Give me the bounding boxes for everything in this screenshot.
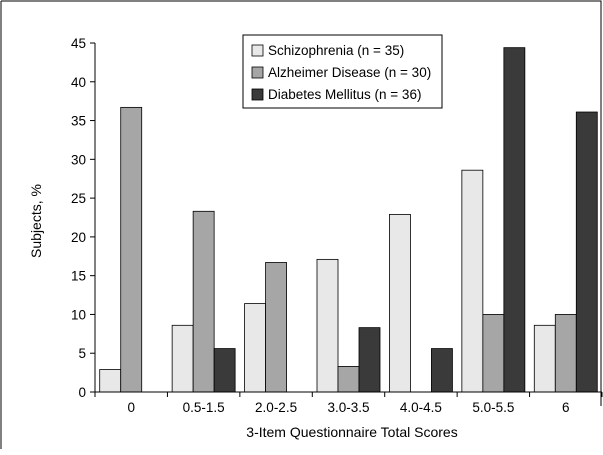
- bar-alzheimer-3: [337, 366, 360, 393]
- x-axis: 0 0.5-1.5 2.0-2.5 3.0-3.5 4.0-4.5 5.0-5.5 6: [94, 391, 603, 415]
- legend-label-schizophrenia: Schizophrenia (n = 35): [268, 43, 404, 58]
- y-tick-label: 25: [71, 191, 86, 206]
- y-axis: 0 5 10 15 20 25 30 35 40 45: [71, 36, 96, 400]
- legend-label-alzheimer: Alzheimer Disease (n = 30): [268, 65, 431, 80]
- bar-diabetes-3: [358, 327, 381, 393]
- x-axis-label: 3-Item Questionnaire Total Scores: [246, 424, 457, 440]
- x-tick-label: 6: [562, 400, 570, 415]
- y-tick-label: 15: [71, 269, 86, 284]
- y-axis-label: Subjects, %: [28, 184, 44, 258]
- legend: Schizophrenia (n = 35) Alzheimer Disease…: [242, 34, 443, 109]
- y-tick-label: 30: [71, 152, 86, 167]
- y-tick-label: 5: [78, 346, 86, 361]
- bar-schizophrenia-0: [99, 369, 122, 393]
- y-tick-label: 35: [71, 114, 86, 129]
- legend-swatch-alzheimer: [251, 66, 264, 79]
- x-tick-label: 3.0-3.5: [327, 400, 369, 415]
- bar-schizophrenia-4: [389, 213, 411, 393]
- bar-alzheimer-1: [192, 210, 215, 393]
- bar-alzheimer-5: [482, 314, 505, 393]
- bar-schizophrenia-3: [316, 258, 339, 393]
- bar-schizophrenia-5: [461, 169, 484, 393]
- x-tick-label: 4.0-4.5: [400, 400, 442, 415]
- bar-schizophrenia-1: [171, 324, 194, 393]
- bar-alzheimer-0: [120, 106, 143, 393]
- legend-swatch-diabetes: [251, 88, 264, 101]
- x-tick-label: 2.0-2.5: [255, 400, 297, 415]
- legend-label-diabetes: Diabetes Mellitus (n = 36): [268, 87, 421, 102]
- legend-swatch-schizophrenia: [251, 44, 264, 57]
- bar-schizophrenia-2: [244, 303, 266, 393]
- y-tick-label: 10: [71, 307, 86, 322]
- legend-box: [242, 34, 443, 109]
- x-tick-label: 5.0-5.5: [472, 400, 514, 415]
- y-tick-label: 20: [71, 230, 86, 245]
- bar-alzheimer-2: [265, 262, 287, 393]
- bar-diabetes-4: [431, 348, 453, 393]
- x-tick-label: 0.5-1.5: [183, 400, 225, 415]
- y-tick-label: 0: [78, 385, 86, 400]
- bar-alzheimer-6: [554, 314, 577, 393]
- bar-diabetes-5: [503, 47, 526, 393]
- y-tick-label: 45: [71, 36, 86, 51]
- bar-diabetes-6: [575, 111, 598, 393]
- y-tick-label: 40: [71, 75, 86, 90]
- bar-schizophrenia-6: [533, 324, 556, 393]
- x-tick-label: 0: [127, 400, 135, 415]
- bar-diabetes-1: [213, 348, 236, 393]
